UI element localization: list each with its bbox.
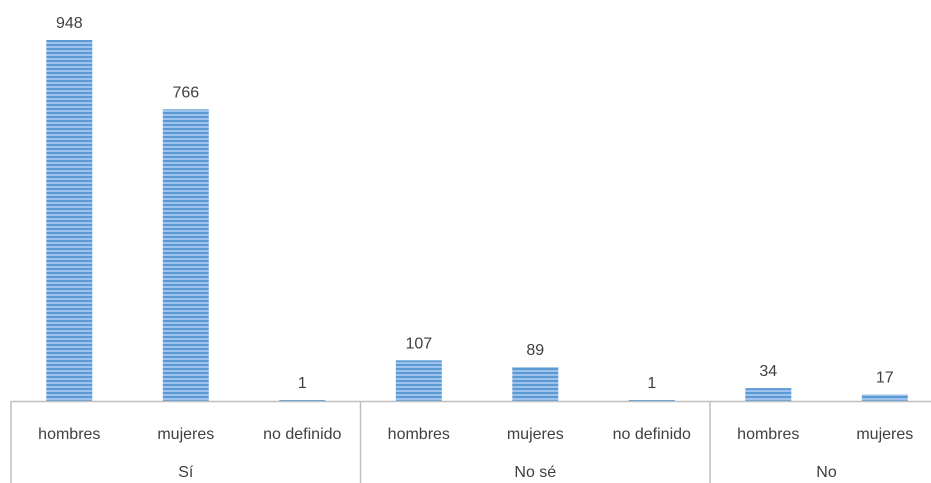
data-label: 107 <box>405 335 432 352</box>
category-label: no definido <box>613 426 691 443</box>
data-label: 766 <box>172 84 199 101</box>
bar-No sé-mujeres <box>512 367 559 401</box>
data-label: 34 <box>759 363 777 380</box>
category-label: hombres <box>737 426 799 443</box>
bar-Sí-no definido <box>279 400 326 401</box>
labels-layer: 948 hombres 766 mujeres 1 no definido Sí 107 hom… <box>38 15 913 481</box>
category-label: no definido <box>263 426 341 443</box>
category-label: mujeres <box>856 426 913 443</box>
data-label: 1 <box>647 375 656 392</box>
category-label: mujeres <box>507 426 564 443</box>
category-label: hombres <box>38 426 100 443</box>
axis-layer <box>10 400 931 483</box>
category-label: mujeres <box>157 426 214 443</box>
group-label: No sé <box>514 464 556 481</box>
bar-No sé-hombres <box>395 360 442 401</box>
bars-layer <box>46 40 908 402</box>
group-label: Sí <box>178 464 194 481</box>
bar-Sí-hombres <box>46 40 93 401</box>
data-label: 17 <box>876 370 894 387</box>
data-label: 1 <box>298 375 307 392</box>
bar-No-mujeres <box>861 394 908 401</box>
data-label: 89 <box>526 342 544 359</box>
bar-No-hombres <box>745 388 792 401</box>
data-label: 948 <box>56 15 83 32</box>
group-label: No <box>816 464 837 481</box>
bar-Sí-mujeres <box>162 109 209 402</box>
category-label: hombres <box>388 426 450 443</box>
bar-No sé-no definido <box>628 400 675 401</box>
